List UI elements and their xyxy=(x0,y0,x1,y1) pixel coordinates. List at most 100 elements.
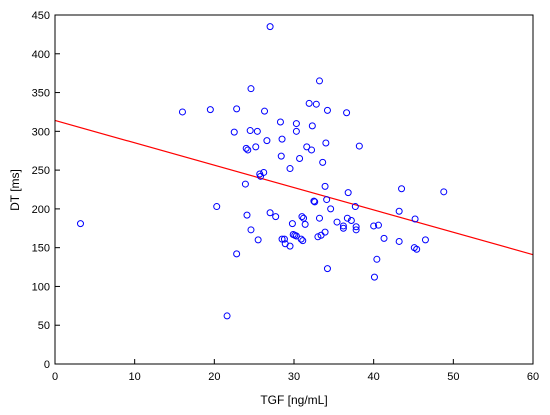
y-tick-label: 50 xyxy=(38,320,50,332)
plot-area xyxy=(55,15,533,364)
data-point xyxy=(339,224,347,232)
data-point xyxy=(411,215,419,223)
data-point xyxy=(278,235,286,243)
data-point xyxy=(266,209,274,217)
data-point xyxy=(351,203,359,211)
data-point xyxy=(373,255,381,263)
data-point xyxy=(233,105,241,113)
data-point xyxy=(289,230,297,238)
data-point xyxy=(339,222,347,230)
plot-marks xyxy=(54,23,534,320)
data-point xyxy=(223,312,231,320)
data-point xyxy=(395,207,403,215)
y-tick-label: 450 xyxy=(32,10,50,22)
data-point xyxy=(206,106,214,114)
data-point xyxy=(323,106,331,114)
data-point xyxy=(305,99,313,107)
data-point xyxy=(299,237,307,245)
x-tick-label: 10 xyxy=(129,371,141,383)
data-point xyxy=(310,197,318,205)
x-tick-label: 0 xyxy=(52,371,58,383)
x-tick-label: 40 xyxy=(368,371,380,383)
regression-line xyxy=(54,119,534,256)
y-tick-label: 0 xyxy=(44,359,50,371)
data-point xyxy=(374,221,382,229)
data-point xyxy=(281,240,289,248)
data-point xyxy=(413,245,421,253)
y-tick-label: 400 xyxy=(32,49,50,61)
data-point xyxy=(370,222,378,230)
data-point xyxy=(252,143,260,151)
data-point xyxy=(323,196,331,204)
data-point xyxy=(301,220,309,228)
data-point xyxy=(343,109,351,117)
data-point xyxy=(233,250,241,258)
data-point xyxy=(288,220,296,228)
data-point xyxy=(253,127,261,135)
data-point xyxy=(344,189,352,197)
x-axis: 0 10 20 30 40 50 60 xyxy=(52,359,539,383)
y-tick-label: 200 xyxy=(32,204,50,216)
data-point xyxy=(355,142,363,150)
x-tick-label: 20 xyxy=(208,371,220,383)
data-point xyxy=(292,120,300,128)
data-point xyxy=(296,154,304,162)
x-tick-label: 60 xyxy=(527,371,539,383)
y-axis: 0 50 100 150 200 250 300 350 400 450 xyxy=(32,10,60,371)
data-point xyxy=(242,144,250,152)
data-point xyxy=(277,152,285,160)
data-point xyxy=(308,146,316,154)
data-point xyxy=(398,185,406,193)
data-point xyxy=(300,214,308,222)
y-tick-label: 150 xyxy=(32,243,50,255)
data-point xyxy=(280,235,288,243)
data-point xyxy=(213,203,221,211)
data-point xyxy=(297,235,305,243)
data-point xyxy=(247,226,255,234)
y-tick-label: 250 xyxy=(32,165,50,177)
y-axis-title: DT [ms] xyxy=(8,169,22,211)
data-point xyxy=(263,137,271,145)
data-point xyxy=(440,188,448,196)
x-tick-label: 30 xyxy=(288,371,300,383)
data-point xyxy=(261,107,269,115)
data-point xyxy=(286,165,294,173)
data-point xyxy=(276,118,284,126)
data-point xyxy=(243,211,251,219)
y-tick-label: 100 xyxy=(32,281,50,293)
data-point xyxy=(311,198,319,206)
data-point xyxy=(352,226,360,234)
data-point xyxy=(315,214,323,222)
data-point xyxy=(343,214,351,222)
data-point xyxy=(380,234,388,242)
data-point xyxy=(178,108,186,116)
data-point xyxy=(76,220,84,228)
data-point xyxy=(352,223,360,231)
data-point xyxy=(327,205,335,213)
data-point xyxy=(319,158,327,166)
data-point xyxy=(323,265,331,273)
y-tick-label: 300 xyxy=(32,126,50,138)
data-point xyxy=(421,236,429,244)
data-point xyxy=(230,128,238,136)
data-point xyxy=(298,213,306,221)
data-point xyxy=(308,122,316,130)
x-axis-title: TGF [ng/mL] xyxy=(260,393,327,407)
y-tick-label: 350 xyxy=(32,88,50,100)
data-point xyxy=(246,127,254,135)
data-point xyxy=(254,236,262,244)
data-point xyxy=(241,180,249,188)
data-point xyxy=(314,233,322,241)
data-point xyxy=(321,228,329,236)
data-point xyxy=(333,218,341,226)
data-point xyxy=(315,77,323,85)
data-point xyxy=(321,182,329,190)
data-point xyxy=(292,127,300,135)
data-point xyxy=(244,146,252,154)
data-point xyxy=(266,23,274,31)
data-point xyxy=(370,273,378,281)
data-point xyxy=(278,135,286,143)
data-point xyxy=(395,237,403,245)
data-point xyxy=(272,213,280,221)
